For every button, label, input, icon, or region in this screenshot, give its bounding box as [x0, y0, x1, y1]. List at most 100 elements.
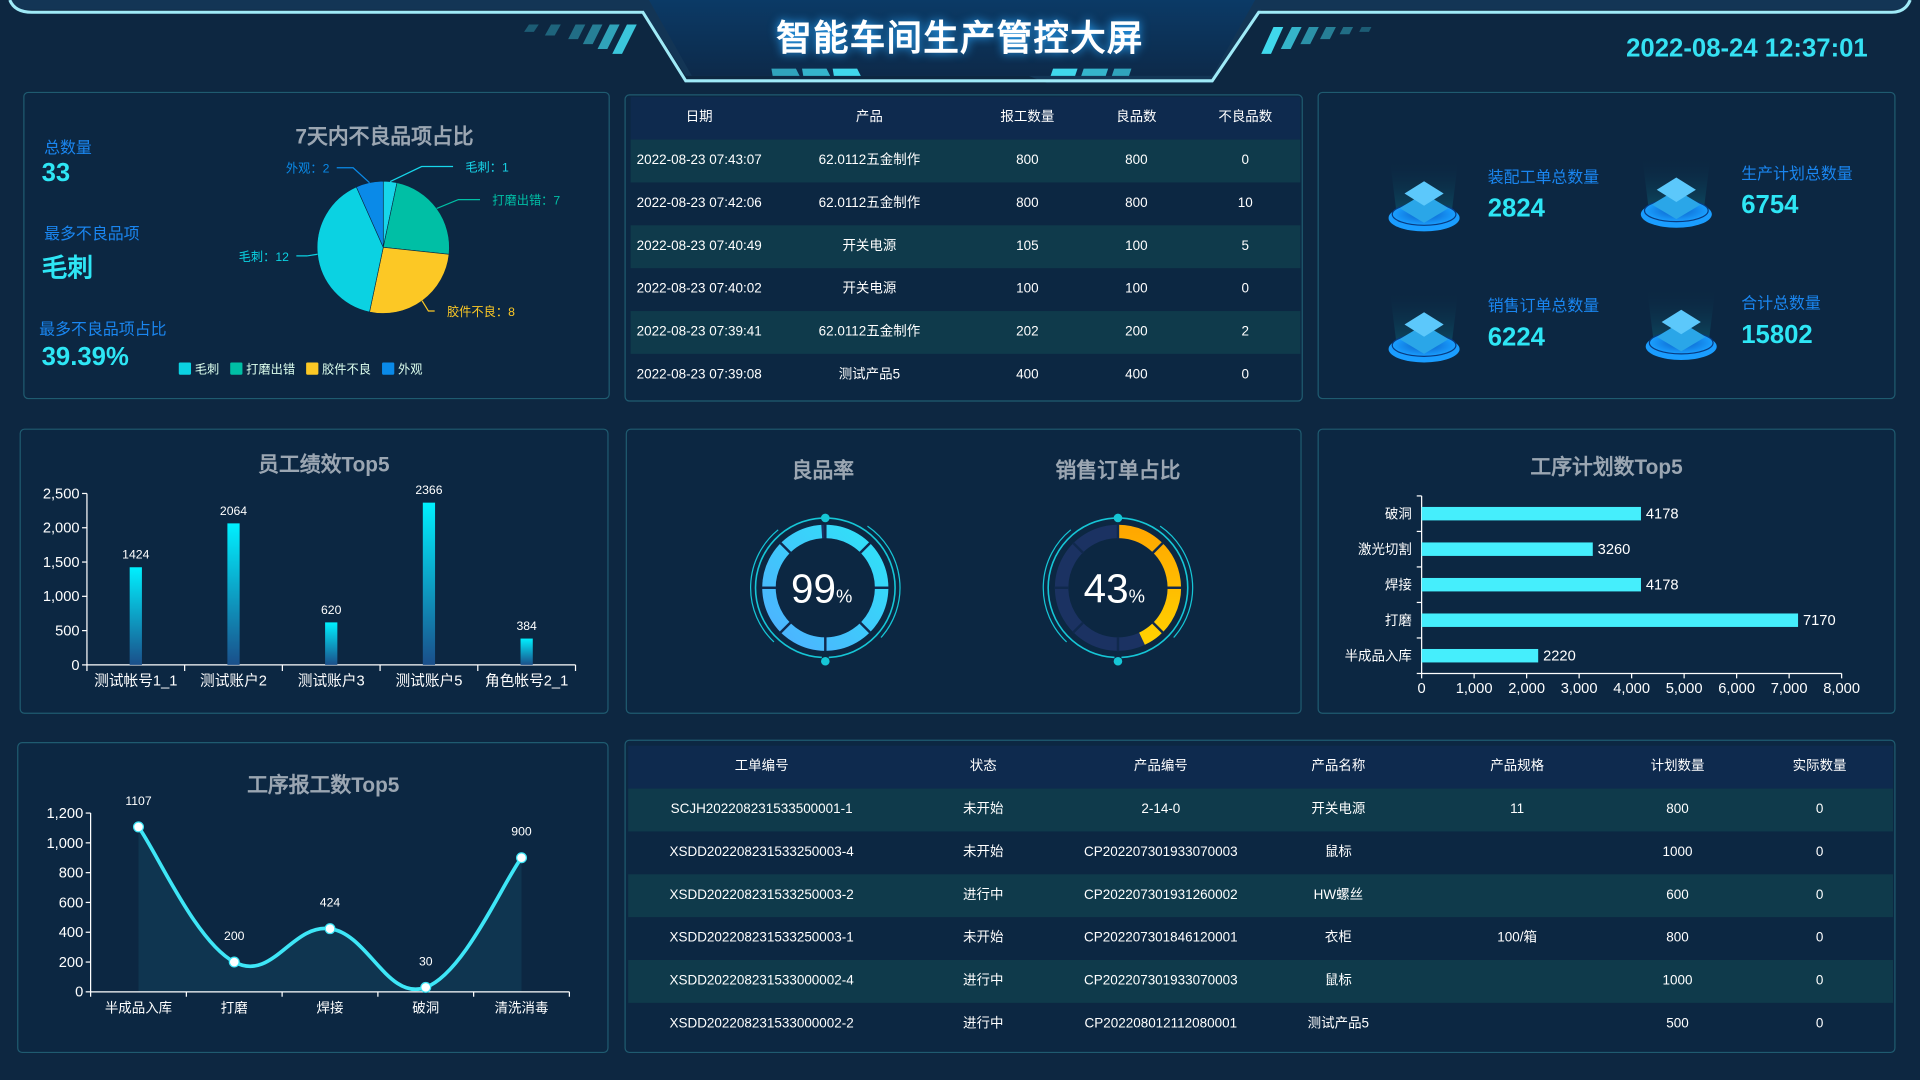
- table-cell: 100: [1125, 281, 1148, 297]
- table-cell: 未开始: [963, 802, 1004, 817]
- legend-item[interactable]: 打磨出错: [230, 359, 295, 377]
- table-cell: 2022-08-23 07:40:02: [636, 281, 762, 297]
- table-cell: 100: [1125, 238, 1148, 254]
- table-cell: 62.0112五金制作: [818, 324, 921, 340]
- table-cell: 开关电源: [842, 238, 897, 254]
- legend-label: 外观: [397, 363, 423, 378]
- table-cell: CP202207301846120001: [1084, 930, 1238, 946]
- table-cell: 200: [1125, 324, 1148, 340]
- stat-label: 生产计划总数量: [1741, 164, 1853, 183]
- column-header: 实际数量: [1792, 759, 1847, 774]
- table-cell: 测试产品5: [1307, 1016, 1370, 1032]
- legend-swatch: [178, 362, 192, 375]
- staff-chart-title: 员工绩效Top5: [258, 453, 390, 477]
- table-cell: 62.0112五金制作: [818, 153, 921, 168]
- table-row[interactable]: XSDD202208231533250003-1 未开始 CP20220730184…: [628, 917, 1893, 960]
- table-cell: XSDD202208231533000002-2: [669, 1016, 854, 1032]
- table-cell: 2022-08-23 07:42:06: [636, 195, 762, 211]
- column-header: 产品名称: [1311, 759, 1366, 774]
- table-cell: 5: [1241, 238, 1250, 254]
- table-cell: 2-14-0: [1141, 802, 1181, 817]
- table-cell: 202: [1016, 324, 1039, 340]
- process-report-title: 工序报工数Top5: [247, 773, 400, 798]
- table-cell: 未开始: [963, 930, 1004, 946]
- table-cell: HW螺丝: [1313, 887, 1364, 903]
- legend-item[interactable]: 胶件不良: [306, 359, 371, 377]
- table-cell: 0: [1241, 281, 1250, 297]
- table-row[interactable]: 2022-08-23 07:43:07 62.0112五金制作 800 800 0: [630, 139, 1301, 183]
- stats-panel: [1317, 91, 1896, 400]
- table-cell: 600: [1666, 887, 1689, 903]
- table-cell: 鼠标: [1324, 844, 1352, 860]
- table-cell: CP202207301933070003: [1084, 844, 1238, 860]
- table-cell: 开关电源: [1311, 802, 1366, 817]
- column-header: 产品编号: [1133, 759, 1188, 774]
- table-cell: CP202207301933070003: [1084, 973, 1238, 989]
- table-cell: 800: [1125, 153, 1148, 168]
- table-cell: CP202207301931260002: [1084, 887, 1238, 903]
- top-item-label: 最多不良品项: [44, 224, 140, 243]
- sales-gauge-title: 销售订单占比: [1055, 459, 1181, 483]
- work-order-table: 工单编号 状态 产品编号 产品名称 产品规格 计划数量 实际数量 SCJH2022082315…: [628, 745, 1894, 1046]
- table-cell: 0: [1815, 887, 1824, 903]
- table-cell: CP202208012112080001: [1084, 1016, 1238, 1032]
- table-cell: 2022-08-23 07:40:49: [636, 238, 762, 254]
- table-cell: 400: [1016, 367, 1039, 383]
- table-cell: XSDD202208231533250003-4: [669, 844, 854, 860]
- table-header: 工单编号 状态 产品编号 产品名称 产品规格 计划数量 实际数量: [628, 745, 1894, 789]
- column-header: 日期: [685, 110, 713, 125]
- stat-value: 6754: [1741, 191, 1799, 220]
- page-title: 智能车间生产管控大屏: [776, 19, 1144, 59]
- table-cell: 2022-08-23 07:43:07: [636, 153, 762, 168]
- table-row[interactable]: XSDD202208231533000002-2 进行中 CP20220801211…: [628, 1003, 1893, 1046]
- staff-performance-panel: [19, 428, 609, 714]
- table-header: 日期 产品 报工数量 良品数 不良品数: [630, 96, 1301, 140]
- table-row[interactable]: 2022-08-23 07:39:08 测试产品5 400 400 0: [631, 354, 1301, 397]
- table-cell: 1000: [1662, 973, 1693, 989]
- defect-panel: [23, 91, 610, 400]
- table-cell: 0: [1241, 367, 1250, 383]
- report-table: 日期 产品 报工数量 良品数 不良品数 2022-08-23 07:43:07 62.011…: [630, 96, 1301, 397]
- table-cell: 进行中: [963, 887, 1004, 903]
- table-cell: 105: [1016, 238, 1039, 254]
- table-cell: 2: [1241, 324, 1250, 340]
- datetime-display: 2022-08-24 12:37:01: [1626, 34, 1868, 63]
- legend-swatch: [382, 362, 395, 375]
- table-cell: 开关电源: [842, 281, 897, 297]
- table-row[interactable]: 2022-08-23 07:42:06 62.0112五金制作 800 800 10: [631, 182, 1301, 225]
- table-cell: 62.0112五金制作: [818, 195, 921, 211]
- table-row[interactable]: XSDD202208231533250003-2 进行中 CP20220730193…: [628, 874, 1894, 918]
- table-row[interactable]: SCJH202208231533500001-1 未开始 2-14-0 开关电源 11 8…: [628, 788, 1894, 832]
- pie-legend: 毛刺 打磨出错 胶件不良 外观: [178, 359, 422, 377]
- table-cell: XSDD202208231533250003-1: [669, 930, 854, 946]
- column-header: 产品: [855, 110, 883, 125]
- table-row[interactable]: 2022-08-23 07:39:41 62.0112五金制作 202 200 2: [630, 311, 1301, 354]
- column-header: 产品规格: [1490, 759, 1545, 774]
- table-row[interactable]: XSDD202208231533250003-4 未开始 CP20220730193…: [628, 831, 1893, 874]
- table-cell: 鼠标: [1324, 973, 1352, 989]
- table-row[interactable]: XSDD202208231533000002-4 进行中 CP20220730193…: [628, 960, 1894, 1003]
- table-cell: 0: [1241, 153, 1250, 168]
- table-cell: 100/箱: [1497, 930, 1537, 946]
- table-cell: 0: [1815, 802, 1824, 817]
- legend-item[interactable]: 毛刺: [178, 359, 219, 377]
- table-cell: 未开始: [963, 844, 1004, 860]
- stat-value: 15802: [1741, 320, 1813, 349]
- top-item-value: 毛刺: [41, 254, 94, 283]
- stat-value: 2824: [1487, 194, 1545, 223]
- column-header: 计划数量: [1650, 759, 1705, 774]
- total-value: 33: [41, 159, 71, 188]
- table-row[interactable]: 2022-08-23 07:40:02 开关电源 100 100 0: [631, 268, 1301, 311]
- legend-swatch: [306, 362, 319, 375]
- table-cell: 10: [1237, 195, 1253, 211]
- table-row[interactable]: 2022-08-23 07:40:49 开关电源 105 100 5: [630, 225, 1301, 269]
- yield-gauge-title: 良品率: [791, 459, 855, 483]
- legend-item[interactable]: 外观: [382, 359, 422, 377]
- table-cell: 800: [1666, 930, 1689, 946]
- table-cell: 进行中: [963, 1016, 1004, 1032]
- header-frame: [8, 0, 1912, 84]
- table-cell: 11: [1510, 802, 1525, 817]
- total-label: 总数量: [44, 138, 92, 157]
- top-ratio-value: 39.39%: [41, 342, 129, 372]
